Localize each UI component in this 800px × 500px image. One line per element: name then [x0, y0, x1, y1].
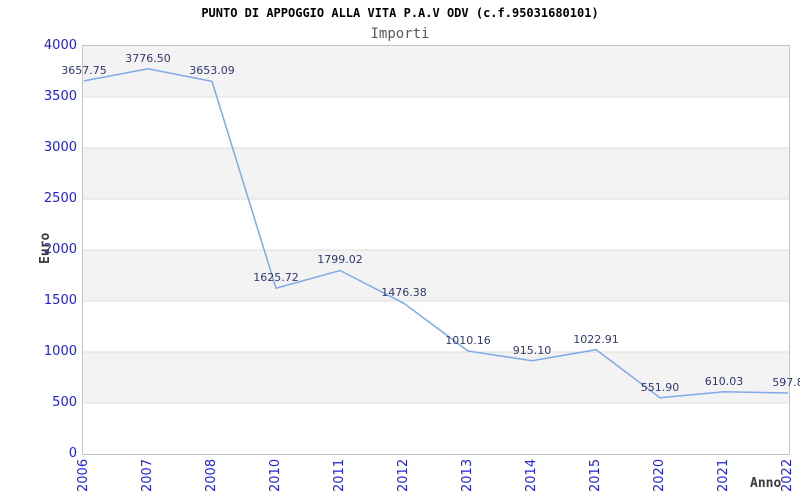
x-tick-label: 2008 — [204, 458, 219, 492]
x-tick-label: 2010 — [268, 458, 283, 492]
y-axis-title: Euro — [38, 232, 53, 264]
y-tick-label: 1500 — [43, 293, 77, 308]
y-tick-label: 3000 — [43, 140, 77, 155]
x-tick-label: 2011 — [332, 458, 347, 492]
x-tick-label: 2022 — [780, 458, 795, 492]
x-tick-label: 2020 — [652, 458, 667, 492]
y-tick-label: 3500 — [43, 89, 77, 104]
chart-subtitle: Importi — [370, 26, 430, 42]
y-tick-label: 0 — [68, 446, 77, 461]
x-tick-label: 2012 — [396, 458, 411, 492]
chart-title: PUNTO DI APPOGGIO ALLA VITA P.A.V ODV (c… — [201, 6, 599, 20]
x-tick-label: 2007 — [140, 458, 155, 492]
y-tick-label: 500 — [52, 395, 77, 410]
y-tick-label: 2500 — [43, 191, 77, 206]
x-tick-label: 2014 — [524, 458, 539, 492]
x-axis-title: Anno — [750, 476, 782, 491]
line-chart-canvas — [83, 68, 789, 404]
x-tick-label: 2006 — [76, 458, 91, 492]
x-tick-label: 2013 — [460, 458, 475, 492]
x-tick-label: 2015 — [588, 458, 603, 492]
x-tick-label: 2021 — [716, 458, 731, 492]
plot-area — [82, 45, 790, 455]
line-series — [83, 68, 789, 399]
gridlines — [83, 96, 789, 404]
y-tick-label: 1000 — [43, 344, 77, 359]
